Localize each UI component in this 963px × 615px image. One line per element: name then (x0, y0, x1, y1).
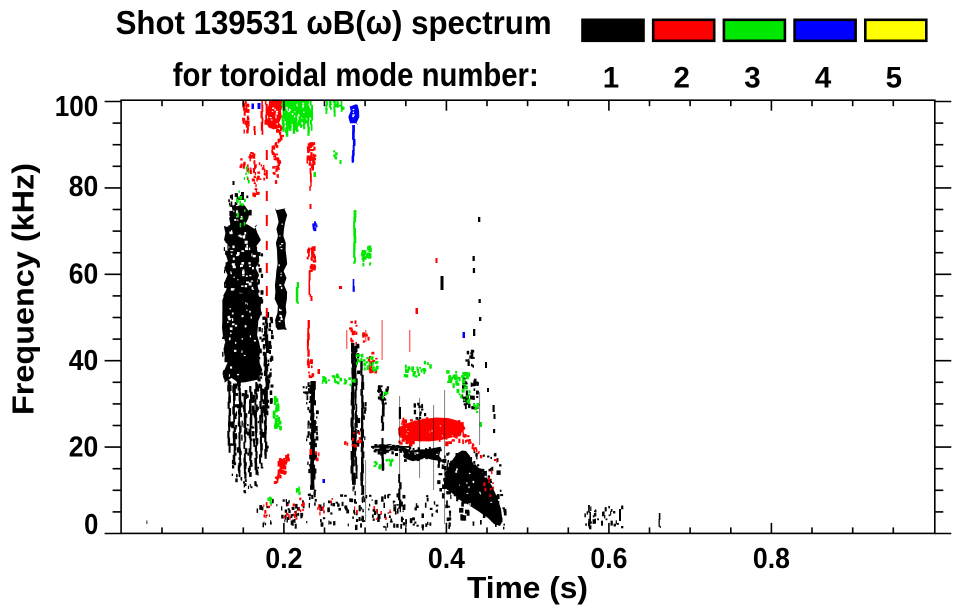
svg-text:for toroidal mode number:: for toroidal mode number: (173, 56, 539, 93)
svg-text:Frequency (kHz): Frequency (kHz) (6, 163, 41, 415)
svg-text:Shot 139531 ωB(ω) spectrum: Shot 139531 ωB(ω) spectrum (116, 4, 552, 41)
svg-text:20: 20 (69, 431, 99, 463)
svg-text:Time (s): Time (s) (467, 570, 588, 605)
svg-text:2: 2 (673, 62, 689, 95)
svg-text:100: 100 (55, 91, 99, 123)
svg-text:0.4: 0.4 (428, 543, 465, 575)
svg-text:0.2: 0.2 (265, 543, 302, 575)
svg-text:80: 80 (69, 171, 99, 203)
svg-text:1: 1 (603, 62, 619, 95)
svg-text:0.6: 0.6 (590, 543, 627, 575)
svg-text:0: 0 (84, 509, 98, 541)
svg-text:4: 4 (815, 62, 832, 95)
svg-text:40: 40 (69, 345, 99, 377)
svg-text:5: 5 (886, 62, 902, 95)
svg-text:0.8: 0.8 (753, 543, 790, 575)
svg-text:3: 3 (744, 62, 760, 95)
svg-text:60: 60 (69, 259, 99, 291)
